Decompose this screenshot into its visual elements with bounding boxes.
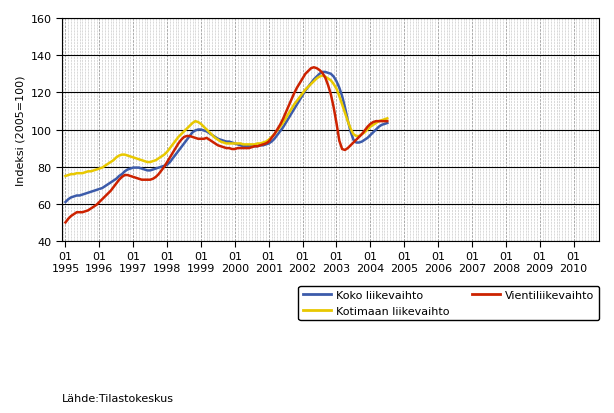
Legend: Koko liikevaihto, Kotimaan liikevaihto, Vientiliikevaihto: Koko liikevaihto, Kotimaan liikevaihto, … [298,286,599,320]
Text: Lähde:Tilastokeskus: Lähde:Tilastokeskus [61,393,173,403]
Y-axis label: Indeksi (2005=100): Indeksi (2005=100) [15,75,25,185]
